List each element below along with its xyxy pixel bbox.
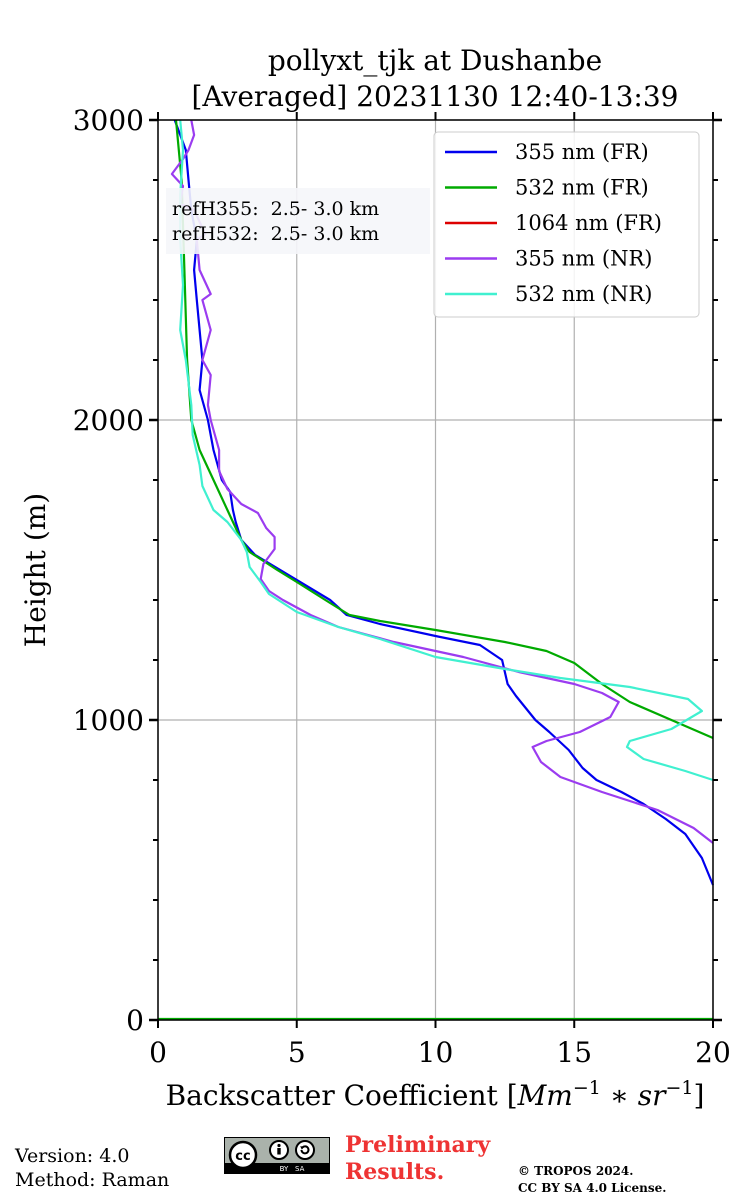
cc-by-sa-badge: cc BY SA bbox=[224, 1137, 330, 1174]
legend-label-0: 355 nm (FR) bbox=[515, 140, 649, 164]
backscatter-profile-chart: pollyxt_tjk at Dushanbe [Averaged] 20231… bbox=[19, 44, 731, 1112]
legend: 355 nm (FR) 532 nm (FR) 1064 nm (FR) 355 nm… bbox=[433, 131, 700, 318]
y-tick-label: 1000 bbox=[73, 704, 144, 737]
ref-height-532: refH532: 2.5- 3.0 km bbox=[172, 223, 379, 245]
method-label: Method: Raman bbox=[15, 1169, 170, 1191]
chart-subtitle: [Averaged] 20231130 12:40-13:39 bbox=[192, 80, 679, 113]
preliminary-results-label-2: Results. bbox=[345, 1159, 445, 1185]
sa-icon bbox=[295, 1140, 315, 1160]
version-label: Version: 4.0 bbox=[15, 1145, 130, 1167]
x-axis-label-units: Mm bbox=[517, 1079, 573, 1112]
reference-height-box: refH355: 2.5- 3.0 km refH532: 2.5- 3.0 k… bbox=[166, 188, 430, 254]
series-line-0 bbox=[173, 119, 715, 886]
legend-box bbox=[433, 131, 700, 318]
x-tick-label: 10 bbox=[418, 1036, 454, 1069]
ref-height-355: refH355: 2.5- 3.0 km bbox=[172, 198, 379, 220]
x-axis-label-close: ] bbox=[693, 1079, 704, 1112]
y-axis-label: Height (m) bbox=[19, 493, 52, 647]
legend-label-4: 532 nm (NR) bbox=[515, 282, 652, 306]
chart-title: pollyxt_tjk at Dushanbe bbox=[268, 44, 602, 77]
x-axis-label-main: Backscatter Coefficient [ bbox=[166, 1079, 518, 1112]
x-axis-label-exp2: −1 bbox=[665, 1077, 693, 1099]
x-axis-label-mid: ∗ sr bbox=[601, 1079, 667, 1112]
y-tick-label: 0 bbox=[126, 1004, 144, 1037]
x-tick-label: 15 bbox=[556, 1036, 592, 1069]
tick-layer: 0 5 10 15 20 0 1000 2000 3000 bbox=[73, 104, 731, 1069]
cc-icon bbox=[228, 1140, 258, 1170]
x-axis-label-exp1: −1 bbox=[573, 1077, 601, 1099]
legend-label-1: 532 nm (FR) bbox=[515, 176, 649, 200]
license-label: CC BY SA 4.0 License. bbox=[518, 1181, 667, 1195]
legend-label-2: 1064 nm (FR) bbox=[515, 211, 662, 235]
preliminary-results-label: Preliminary bbox=[345, 1132, 491, 1158]
copyright-label: © TROPOS 2024. bbox=[518, 1164, 634, 1178]
y-tick-label: 2000 bbox=[73, 404, 144, 437]
y-tick-label: 3000 bbox=[73, 104, 144, 137]
x-tick-label: 0 bbox=[149, 1036, 167, 1069]
svg-text:cc: cc bbox=[235, 1149, 250, 1164]
x-tick-label: 5 bbox=[288, 1036, 306, 1069]
x-tick-label: 20 bbox=[695, 1036, 731, 1069]
series-line-4 bbox=[179, 119, 714, 782]
x-axis-label: Backscatter Coefficient [Mm−1 ∗ sr−1] bbox=[166, 1077, 705, 1112]
cc-badge-text: BY SA bbox=[280, 1165, 305, 1173]
legend-label-3: 355 nm (NR) bbox=[515, 247, 652, 271]
